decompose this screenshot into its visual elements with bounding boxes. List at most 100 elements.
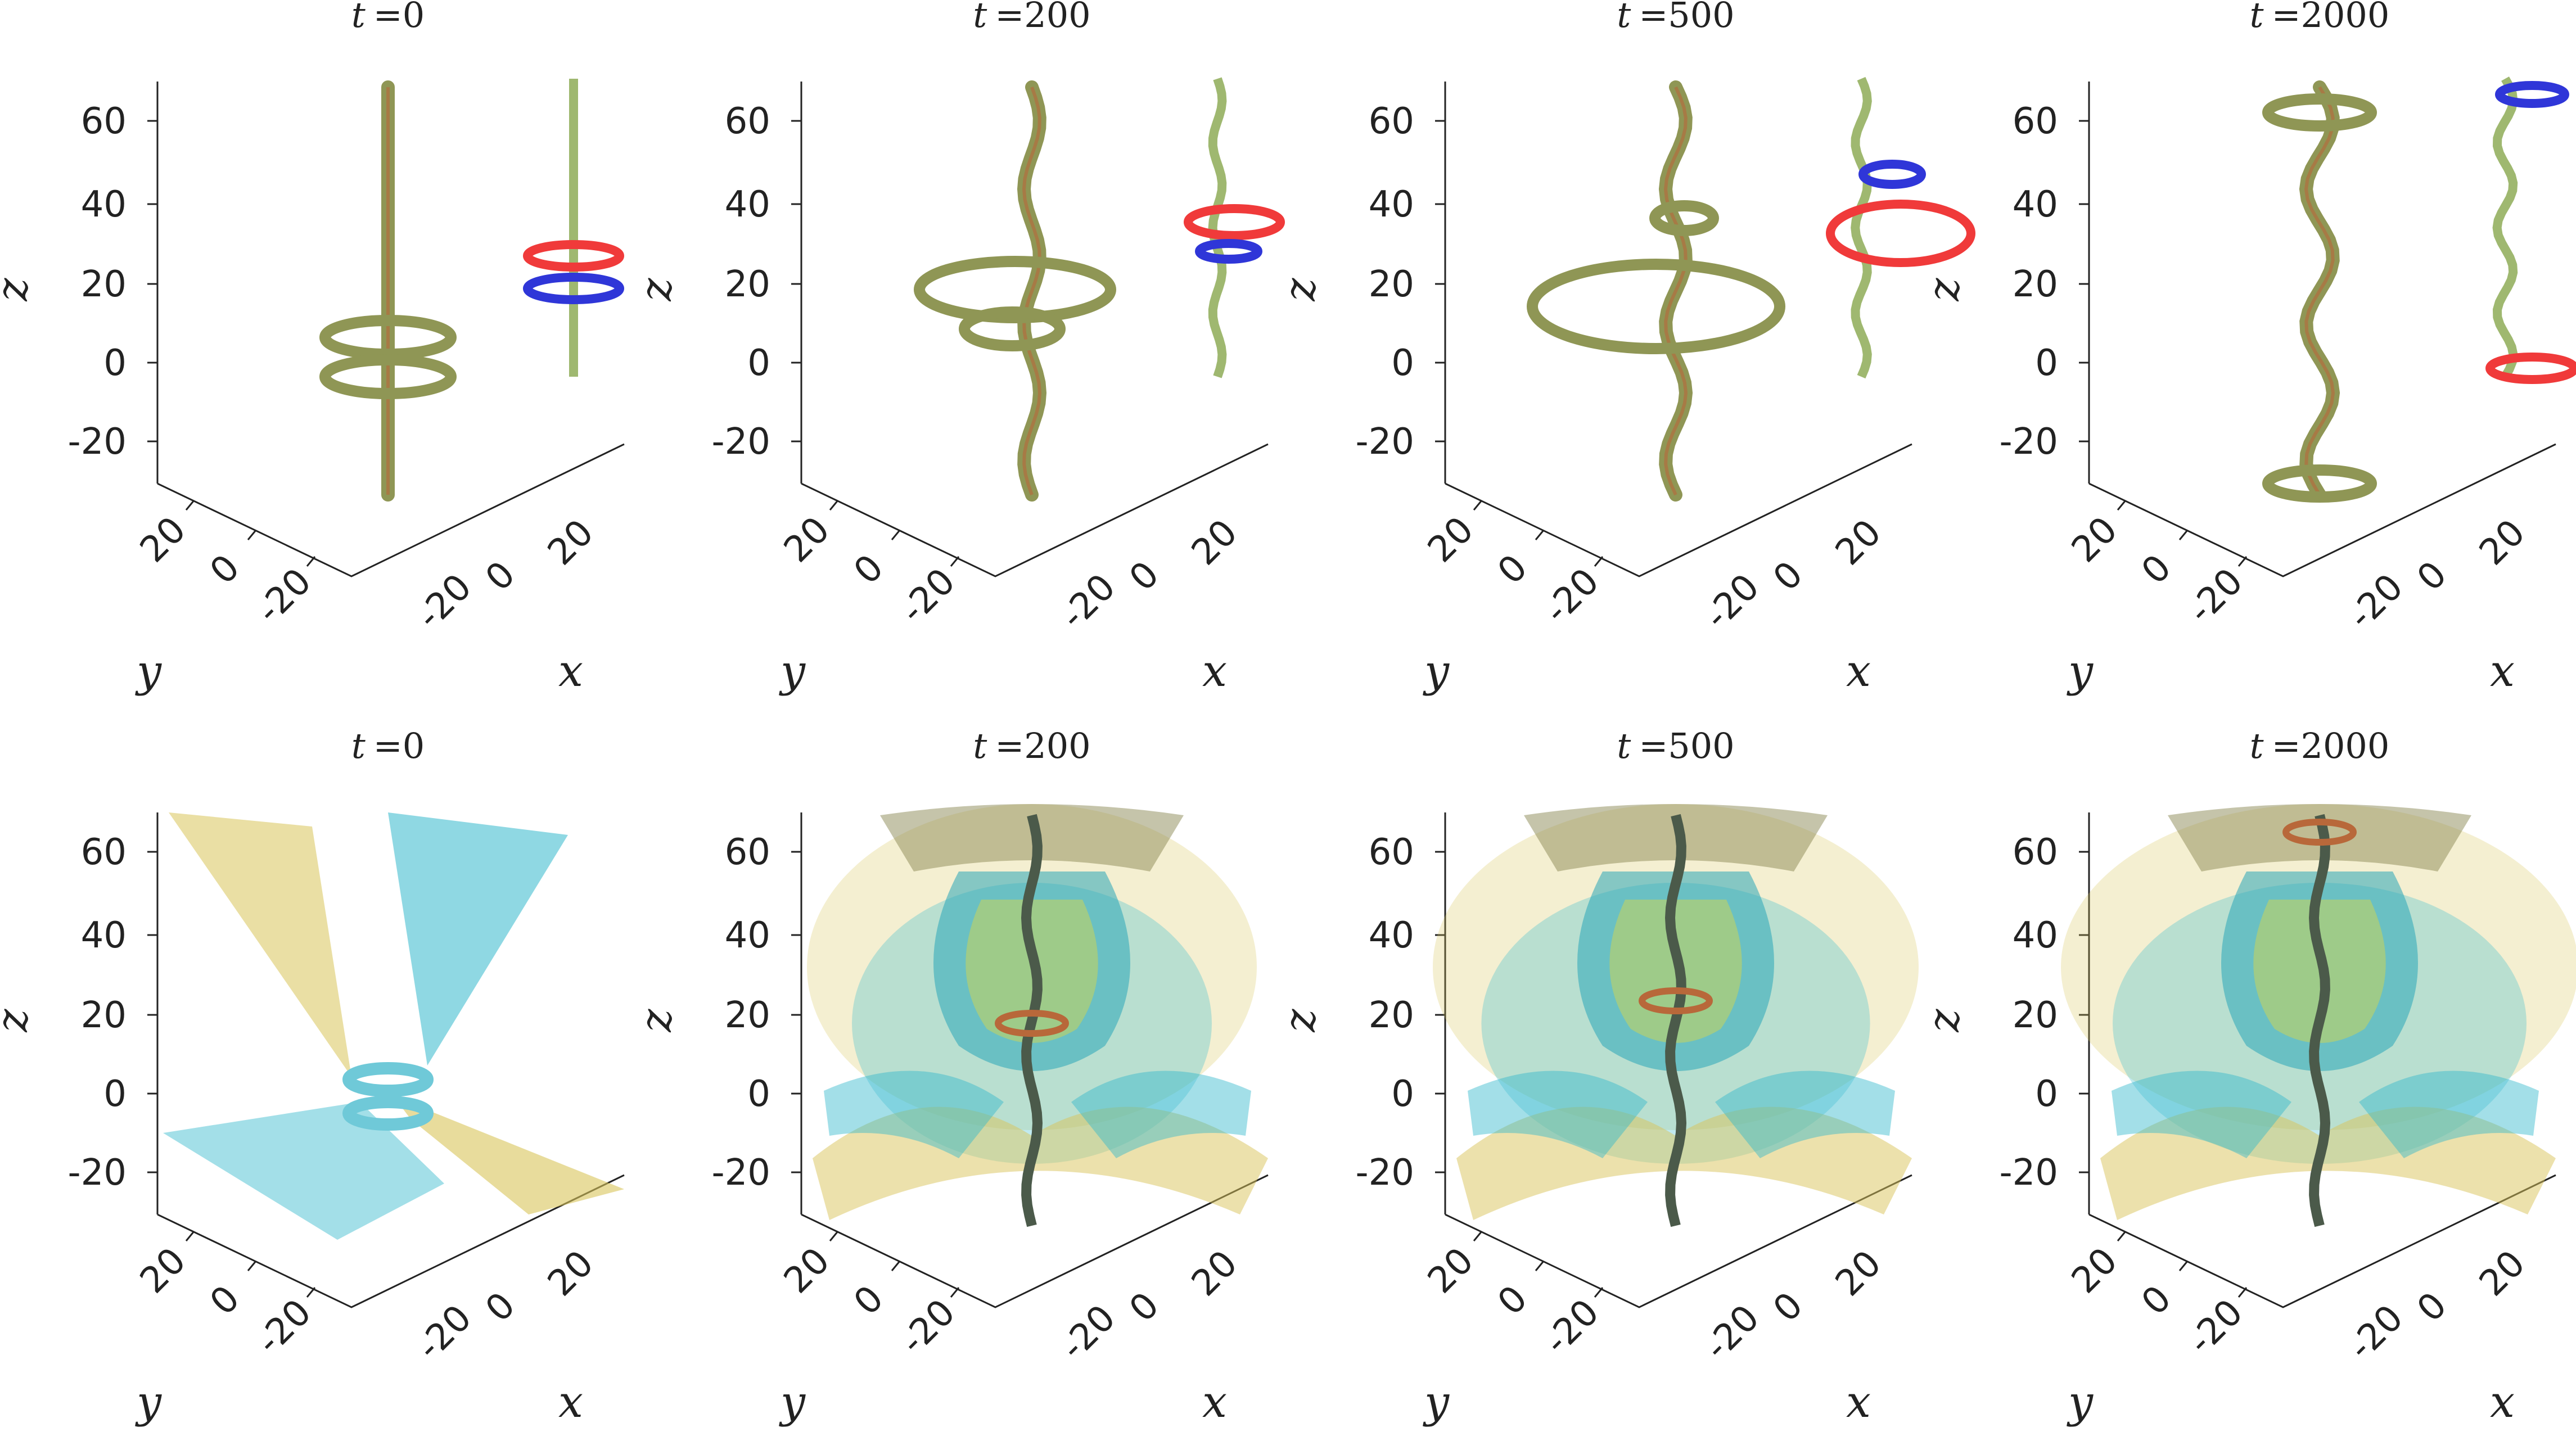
z-tick-label: -20 xyxy=(1999,421,2058,463)
y-tick-mark xyxy=(891,530,901,540)
y-tick-label: 0 xyxy=(846,547,892,593)
y-tick-label: -20 xyxy=(2180,1292,2251,1362)
z-tick-label: 60 xyxy=(81,832,127,873)
y-tick-label: 20 xyxy=(2064,1240,2126,1302)
y-axis-label: y xyxy=(135,1377,162,1428)
y-axis-label: y xyxy=(1423,1377,1450,1428)
y-tick-label: -20 xyxy=(249,1292,319,1362)
z-axis-label: z xyxy=(0,278,38,302)
z-tick-label: 40 xyxy=(81,915,127,956)
vortex-tube-core xyxy=(1663,86,1688,496)
y-axis-label: y xyxy=(1423,646,1450,697)
inset-vortex-line xyxy=(2492,76,2518,379)
z-tick-label: 60 xyxy=(2013,101,2058,142)
y-tick-label: -20 xyxy=(892,561,963,631)
y-tick-label: 0 xyxy=(2134,547,2180,593)
surface-cyan-right xyxy=(2359,1071,2539,1158)
time-value: =0 xyxy=(373,0,425,35)
panel-title: t =2000 xyxy=(2250,725,2390,766)
x-tick-label: -20 xyxy=(1053,566,1124,637)
x-tick-label: 20 xyxy=(2471,512,2533,574)
y-tick-label: 20 xyxy=(132,1240,194,1302)
y-tick-label: 20 xyxy=(776,509,838,571)
vortex-ring-2 xyxy=(1649,200,1719,236)
z-tick-label: 0 xyxy=(103,342,127,384)
x-axis-label: x xyxy=(558,646,583,697)
x-tick-label: -20 xyxy=(409,566,480,637)
y-tick-mark xyxy=(1535,530,1545,540)
y-axis-label: y xyxy=(2067,646,2094,697)
z-axis-label: z xyxy=(1919,1009,1969,1033)
time-value: =500 xyxy=(1639,725,1734,766)
inset-vortex-line xyxy=(1851,76,1872,379)
z-tick-label: -20 xyxy=(1355,1152,1414,1194)
floor-axes xyxy=(801,1174,1269,1308)
time-variable: t xyxy=(2250,0,2264,35)
z-axis-label: z xyxy=(1275,278,1325,302)
inset-blue-ring xyxy=(2495,81,2569,108)
y-tick-label: -20 xyxy=(249,561,319,631)
panel-title: t =2000 xyxy=(2250,0,2390,35)
z-tick-label: 0 xyxy=(2035,342,2058,384)
inset-blue-ring xyxy=(1195,239,1262,264)
vortex-tube-core xyxy=(1022,86,1042,496)
z-axis-label: z xyxy=(631,1009,682,1033)
x-axis-label: x xyxy=(2490,646,2515,697)
y-axis-label: y xyxy=(135,646,162,697)
x-tick-label: -20 xyxy=(1697,1297,1767,1368)
inset-blue-ring xyxy=(523,273,624,304)
panel-title: t =500 xyxy=(1617,725,1734,766)
z-axis-label: z xyxy=(631,278,682,302)
y-tick-mark xyxy=(1473,1231,1483,1241)
z-tick-label: -20 xyxy=(711,1152,770,1194)
surface-cyan xyxy=(388,812,568,1065)
y-tick-mark xyxy=(306,1287,316,1298)
x-tick-label: 20 xyxy=(540,512,602,574)
y-tick-label: 0 xyxy=(1490,547,1536,593)
vortex-ring-2 xyxy=(342,1096,434,1131)
surface-cyan-left xyxy=(824,1071,1004,1158)
y-tick-mark xyxy=(1594,556,1604,567)
vortex-ring-2 xyxy=(319,354,457,399)
y-tick-mark xyxy=(306,556,316,567)
z-tick-label: 0 xyxy=(2035,1073,2058,1115)
floor-axes xyxy=(1445,1174,1912,1308)
x-tick-label: -20 xyxy=(409,1297,480,1368)
x-tick-label: -20 xyxy=(1697,566,1767,637)
y-tick-mark xyxy=(829,500,839,511)
z-tick-label: 40 xyxy=(2013,915,2058,956)
y-tick-mark xyxy=(2178,1261,2189,1271)
surface-cyan-right xyxy=(1715,1071,1895,1158)
z-tick-label: 40 xyxy=(1369,184,1414,225)
y-tick-mark xyxy=(2237,556,2248,567)
y-tick-label: -20 xyxy=(1536,561,1607,631)
z-tick-label: -20 xyxy=(67,421,127,463)
time-variable: t xyxy=(1617,725,1631,766)
y-tick-mark xyxy=(2117,1231,2127,1241)
inset-vortex-line xyxy=(1208,77,1227,378)
z-tick-label: 20 xyxy=(2013,995,2058,1036)
time-variable: t xyxy=(351,0,366,35)
y-axis-label: y xyxy=(779,1377,806,1428)
z-tick-label: 40 xyxy=(725,184,770,225)
time-value: =500 xyxy=(1639,0,1734,35)
z-tick-label: 20 xyxy=(725,264,770,305)
x-tick-label: 0 xyxy=(1122,1285,1167,1330)
panel-title: t =0 xyxy=(351,725,425,766)
y-tick-mark xyxy=(2237,1287,2248,1298)
surface-yellow-lower xyxy=(394,1096,624,1214)
floor-axes xyxy=(2088,443,2556,577)
surface-yellow-lower xyxy=(813,1107,1268,1220)
surface-cyan-left xyxy=(1468,1071,1648,1158)
y-tick-label: 0 xyxy=(202,547,248,593)
panel-title: t =200 xyxy=(973,0,1090,35)
x-tick-label: 20 xyxy=(1828,512,1889,574)
z-tick-label: 0 xyxy=(103,1073,127,1115)
surface-cyan-right xyxy=(1071,1071,1251,1158)
y-tick-mark xyxy=(829,1231,839,1241)
surface-yellow-lower xyxy=(1456,1107,1912,1220)
